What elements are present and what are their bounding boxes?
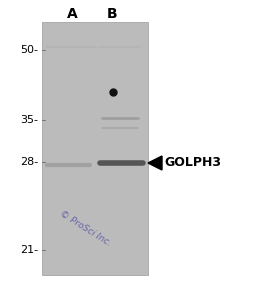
Text: GOLPH3: GOLPH3 — [164, 157, 221, 170]
Text: 28-: 28- — [20, 157, 38, 167]
Text: B: B — [107, 7, 117, 21]
Text: A: A — [67, 7, 77, 21]
Text: 50-: 50- — [20, 45, 38, 55]
Bar — [42, 22, 148, 275]
Text: © ProSci Inc.: © ProSci Inc. — [58, 209, 112, 247]
Polygon shape — [148, 156, 162, 170]
Text: 21-: 21- — [20, 245, 38, 255]
Text: 35-: 35- — [20, 115, 38, 125]
